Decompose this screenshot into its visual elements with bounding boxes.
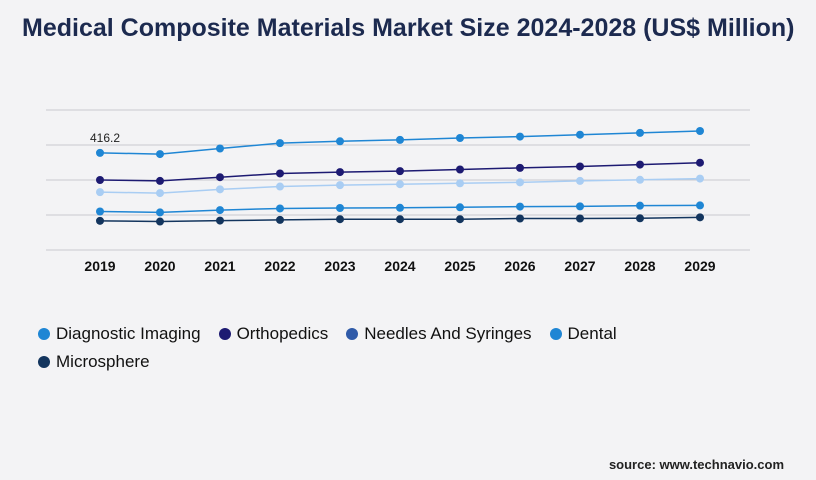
data-point	[276, 169, 284, 178]
x-tick-label: 2027	[564, 258, 595, 274]
source-credit: source: www.technavio.com	[608, 457, 784, 472]
data-point	[636, 201, 644, 210]
data-point	[216, 206, 224, 215]
data-point	[276, 139, 284, 148]
data-point	[96, 207, 104, 216]
x-tick-label: 2019	[84, 258, 115, 274]
data-point	[636, 160, 644, 169]
data-point	[636, 214, 644, 223]
legend-marker-icon	[218, 328, 231, 340]
data-point	[576, 130, 584, 139]
data-point	[696, 127, 704, 135]
legend-marker-icon	[38, 356, 50, 368]
data-label: 416.2	[90, 131, 120, 145]
data-point	[96, 148, 104, 157]
chart-legend: Diagnostic Imaging Orthopedics Needles And…	[38, 322, 718, 374]
data-point	[696, 201, 704, 210]
legend-item: Dental	[549, 322, 617, 346]
data-point	[516, 178, 524, 187]
data-point	[516, 132, 524, 141]
data-point	[576, 176, 584, 185]
data-point	[396, 180, 404, 189]
data-point	[96, 176, 104, 184]
data-point	[396, 167, 404, 176]
data-point	[396, 135, 404, 144]
legend-label: Needles And Syringes	[364, 324, 532, 343]
data-point	[396, 215, 404, 224]
x-tick-label: 2023	[324, 258, 355, 274]
data-point	[636, 128, 644, 137]
data-point	[576, 214, 584, 223]
data-point	[696, 213, 704, 222]
data-point	[516, 202, 524, 211]
data-point	[216, 173, 224, 182]
data-point	[696, 158, 704, 167]
legend-item: Orthopedics	[218, 322, 329, 346]
chart-title: Medical Composite Materials Market Size …	[22, 14, 795, 42]
data-point	[396, 203, 404, 212]
data-point	[276, 182, 284, 191]
x-tick-label: 2020	[144, 258, 175, 274]
x-tick-label: 2029	[684, 258, 715, 274]
data-point	[276, 215, 284, 224]
legend-item: Microsphere	[38, 350, 150, 374]
data-point	[516, 163, 524, 172]
data-point	[636, 175, 644, 184]
x-tick-label: 2022	[264, 258, 295, 274]
x-tick-label: 2028	[624, 258, 655, 274]
data-point	[516, 214, 524, 223]
x-tick-label: 2021	[204, 258, 235, 274]
data-point	[576, 202, 584, 211]
data-point	[696, 174, 704, 183]
data-point	[156, 150, 164, 159]
data-point	[336, 204, 344, 212]
x-tick-label: 2024	[384, 258, 415, 274]
x-tick-label: 2026	[504, 258, 535, 274]
data-point	[156, 176, 164, 185]
data-point	[96, 216, 104, 225]
data-point	[156, 189, 164, 198]
legend-marker-icon	[38, 328, 50, 340]
data-point	[576, 162, 584, 171]
legend-label: Microsphere	[56, 352, 150, 371]
data-point	[96, 188, 104, 197]
data-point	[456, 203, 464, 212]
legend-marker-icon	[549, 328, 562, 340]
data-point	[456, 165, 464, 174]
data-point	[216, 144, 224, 153]
data-point	[456, 134, 464, 142]
data-point	[336, 137, 344, 146]
data-point	[156, 208, 164, 217]
data-point	[336, 168, 344, 177]
data-point	[216, 185, 224, 194]
data-point	[336, 215, 344, 224]
data-point	[456, 215, 464, 224]
legend-label: Dental	[567, 324, 617, 343]
legend-marker-icon	[346, 328, 359, 340]
data-point	[156, 217, 164, 226]
data-point	[216, 216, 224, 225]
data-point	[276, 204, 284, 213]
data-point	[456, 179, 464, 188]
data-point	[336, 181, 344, 190]
x-tick-label: 2025	[444, 258, 475, 274]
legend-label: Orthopedics	[236, 324, 329, 343]
line-chart: 2019 2020 2021 2022 2023 2024 2025 2026 2027 2028…	[46, 109, 750, 274]
legend-label: Diagnostic Imaging	[56, 324, 201, 343]
legend-item: Needles And Syringes	[346, 322, 532, 346]
legend-item: Diagnostic Imaging	[38, 322, 201, 346]
